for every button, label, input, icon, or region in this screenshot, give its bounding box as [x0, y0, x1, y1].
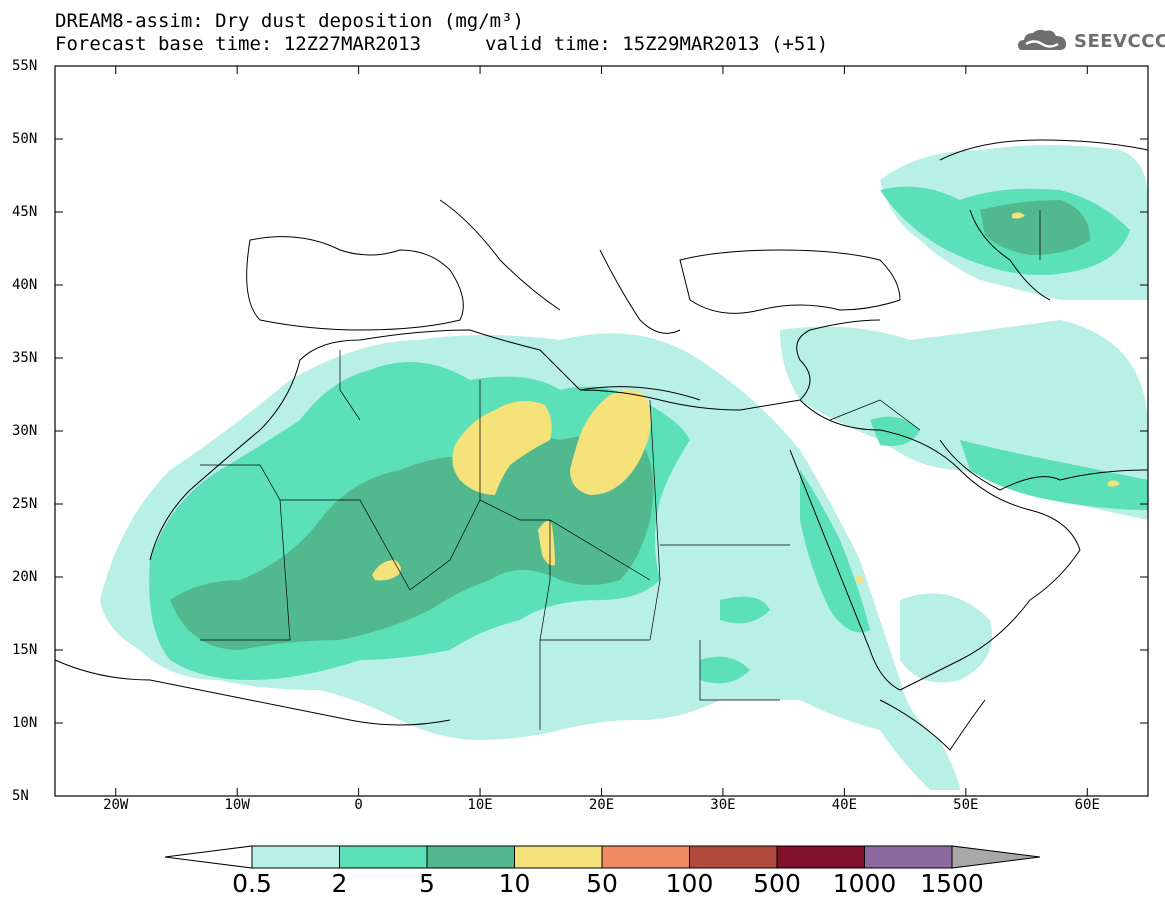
lon-label: 10W: [224, 797, 250, 813]
legend-label: 1500: [920, 869, 984, 898]
lon-label: 30E: [710, 797, 736, 813]
lon-label: 20E: [588, 797, 615, 813]
legend-label: 50: [586, 869, 618, 898]
lon-label: 0: [354, 797, 363, 813]
legend-swatch: [514, 845, 603, 869]
dust-layer-yellow: [372, 212, 1120, 583]
legend-label: 5: [419, 869, 435, 898]
lat-label: 40N: [12, 277, 38, 293]
lat-label: 15N: [12, 642, 38, 658]
lon-label: 40E: [831, 797, 858, 813]
lat-label: 25N: [12, 496, 38, 512]
legend-swatch: [601, 845, 690, 869]
legend-swatch: [339, 845, 428, 869]
lat-label: 20N: [12, 569, 38, 585]
map-title: DREAM8-assim: Dry dust deposition (mg/m³…: [55, 10, 524, 32]
legend-label: 1000: [832, 869, 897, 898]
legend-label: 0.5: [232, 869, 272, 898]
legend-arrow-high: [951, 845, 1041, 869]
legend-swatch: [689, 845, 778, 869]
legend-label: 2: [331, 869, 348, 898]
lat-label: 50N: [12, 131, 38, 147]
lat-label: 30N: [12, 423, 38, 439]
lat-label: 35N: [12, 350, 38, 366]
legend-label: 500: [753, 869, 801, 898]
lon-label: 60E: [1074, 797, 1100, 813]
lon-label: 10E: [467, 797, 493, 813]
country-borders: [200, 210, 1041, 730]
legend-label: 10: [498, 869, 531, 898]
legend-swatch: [864, 845, 953, 869]
lat-label: 10N: [12, 715, 38, 731]
lat-label: 5N: [12, 788, 29, 804]
lon-label: 20W: [103, 797, 129, 813]
lat-label: 55N: [12, 58, 38, 74]
coastlines: [54, 139, 1149, 751]
valid-time: valid time: 15Z29MAR2013 (+51): [485, 33, 829, 55]
forecast-base-time: Forecast base time: 12Z27MAR2013: [55, 33, 422, 55]
legend-arrow-low: [164, 845, 253, 869]
lon-label: 50E: [953, 797, 979, 813]
cloud-logo-icon: [1018, 29, 1066, 50]
legend-label: 100: [665, 869, 714, 898]
dust-layer-dark: [170, 200, 1090, 650]
legend-swatch: [426, 845, 515, 869]
legend-swatch: [776, 845, 865, 869]
legend-swatch: [251, 845, 340, 869]
lat-label: 45N: [12, 204, 38, 220]
logo-text: SEEVCCC: [1074, 31, 1165, 52]
